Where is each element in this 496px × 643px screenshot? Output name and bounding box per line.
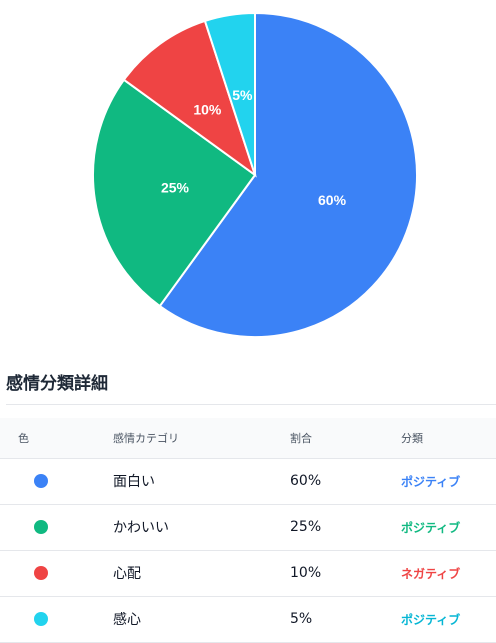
color-dot — [34, 566, 48, 580]
classification-cell: ポジティブ — [393, 596, 496, 642]
table-row: 感心 5% ポジティブ — [0, 596, 496, 642]
header-classification: 分類 — [393, 418, 496, 459]
classification-label: ポジティブ — [401, 520, 461, 535]
table-body: 面白い 60% ポジティブ かわいい 25% ポジティブ 心配 10% ネガティ… — [0, 458, 496, 642]
table-row: かわいい 25% ポジティブ — [0, 504, 496, 550]
classification-cell: ネガティブ — [393, 550, 496, 596]
table-header: 色 感情カテゴリ 割合 分類 — [0, 418, 496, 459]
pie-svg: 60% 25% 10% 5% — [92, 11, 418, 338]
header-color: 色 — [0, 418, 105, 459]
header-category: 感情カテゴリ — [105, 418, 282, 459]
pie-label-1: 25% — [161, 180, 190, 196]
color-dot — [34, 520, 48, 534]
pie-label-2: 10% — [193, 101, 222, 117]
section-title: 感情分類詳細 — [6, 374, 108, 394]
ratio-cell: 5% — [290, 611, 313, 627]
color-dot — [34, 612, 48, 626]
classification-label: ポジティブ — [401, 474, 461, 489]
color-dot — [34, 474, 48, 488]
pie-slice-0 — [158, 11, 418, 338]
table-row: 心配 10% ネガティブ — [0, 550, 496, 596]
emotion-details-table: 色 感情カテゴリ 割合 分類 面白い 60% ポジティブ かわいい 25% ポジ… — [0, 418, 496, 643]
color-cell — [0, 550, 105, 596]
header-ratio: 割合 — [282, 418, 393, 459]
classification-label: ネガティブ — [401, 566, 461, 581]
category-cell: 面白い — [113, 474, 155, 490]
ratio-cell: 25% — [290, 519, 322, 535]
pie-slice-1 — [92, 78, 257, 308]
ratio-cell: 60% — [290, 473, 322, 489]
pie-slice-2 — [122, 19, 257, 178]
color-cell — [0, 596, 105, 642]
color-cell — [0, 504, 105, 550]
category-cell: 心配 — [113, 566, 141, 582]
table-row: 面白い 60% ポジティブ — [0, 458, 496, 504]
table-header-row: 色 感情カテゴリ 割合 分類 — [0, 418, 496, 459]
classification-cell: ポジティブ — [393, 458, 496, 504]
pie-label-0: 60% — [318, 192, 347, 208]
classification-cell: ポジティブ — [393, 504, 496, 550]
emotion-pie-chart: 60% 25% 10% 5% — [92, 11, 418, 338]
title-divider — [6, 404, 496, 405]
color-cell — [0, 458, 105, 504]
pie-label-3: 5% — [232, 87, 253, 103]
pie-slice-3 — [203, 11, 256, 176]
category-cell: 感心 — [113, 612, 141, 628]
ratio-cell: 10% — [290, 565, 322, 581]
classification-label: ポジティブ — [401, 612, 461, 627]
category-cell: かわいい — [113, 520, 169, 536]
